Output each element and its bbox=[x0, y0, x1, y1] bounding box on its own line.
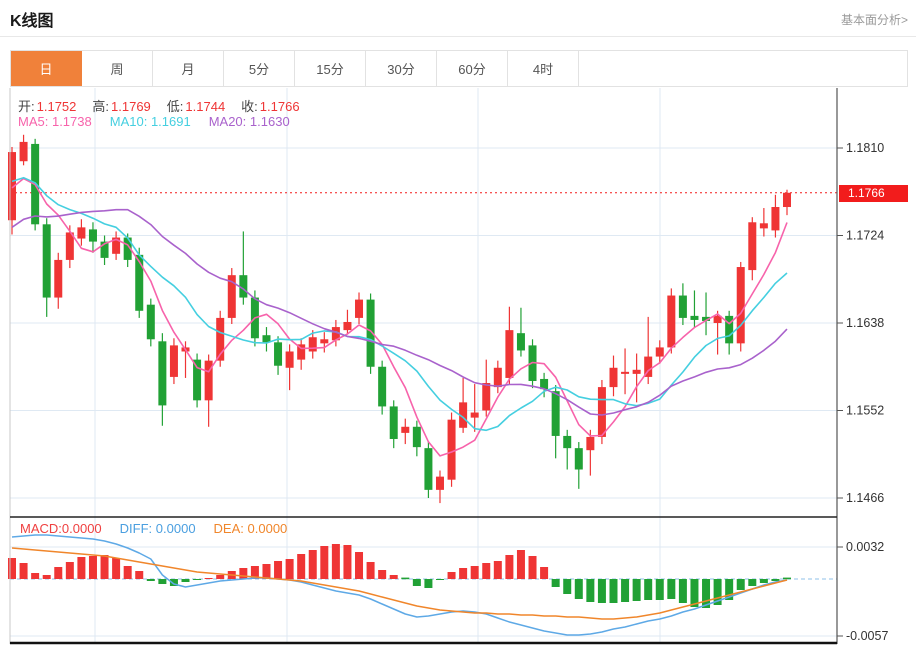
dea-line bbox=[11, 547, 788, 620]
ma-lines-layer bbox=[11, 176, 788, 457]
ohlc-readout: 开: 1.1752 高: 1.1769 低: 1.1744 收: 1.1766 bbox=[18, 96, 316, 115]
low-label: 低: bbox=[166, 99, 184, 114]
tab-period-2[interactable]: 月 bbox=[153, 51, 224, 86]
diff-line bbox=[11, 534, 788, 636]
ma10-line bbox=[11, 176, 788, 432]
open-value: 1.1752 bbox=[36, 99, 77, 114]
tab-period-5[interactable]: 30分 bbox=[366, 51, 437, 86]
last-price-badge: 1.1766 bbox=[839, 185, 908, 202]
ma5-line bbox=[11, 177, 788, 457]
tab-period-7[interactable]: 4时 bbox=[508, 51, 579, 86]
axis-tick-label: 1.1552 bbox=[846, 404, 884, 418]
axis-tick-label: 1.1724 bbox=[846, 229, 884, 243]
axis-layer: 1.1810 1.1724 1.1638 1.1552 1.1466 0.0032 -0.0… bbox=[9, 88, 888, 645]
ma5-readout: MA5: 1.1738 bbox=[18, 114, 92, 129]
tab-period-6[interactable]: 60分 bbox=[437, 51, 508, 86]
macd-layer bbox=[8, 534, 791, 636]
low-value: 1.1744 bbox=[185, 99, 226, 114]
axis-tick-label: 0.0032 bbox=[846, 540, 884, 554]
tab-period-3[interactable]: 5分 bbox=[224, 51, 295, 86]
ma20-readout: MA20: 1.1630 bbox=[208, 114, 290, 129]
high-value: 1.1769 bbox=[111, 99, 151, 114]
header-divider bbox=[0, 36, 916, 37]
candles-layer bbox=[8, 134, 791, 504]
close-label: 收: bbox=[241, 99, 258, 114]
high-label: 高: bbox=[92, 99, 110, 114]
axis-tick-label: 1.1638 bbox=[846, 316, 884, 330]
tab-period-0[interactable]: 日 bbox=[11, 51, 82, 86]
axis-tick-label: 1.1466 bbox=[846, 491, 884, 505]
page-title: K线图 bbox=[10, 13, 54, 30]
close-value: 1.1766 bbox=[259, 99, 300, 114]
tab-period-4[interactable]: 15分 bbox=[295, 51, 366, 86]
ma-readout: MA5: 1.1738 MA10: 1.1691 MA20: 1.1630 bbox=[18, 114, 290, 129]
tab-strip-filler bbox=[579, 51, 907, 86]
dea-value-readout: DEA: 0.0000 bbox=[213, 521, 288, 536]
ma10-readout: MA10: 1.1691 bbox=[109, 114, 191, 129]
tab-period-1[interactable]: 周 bbox=[82, 51, 153, 86]
diff-value-readout: DIFF: 0.0000 bbox=[119, 521, 196, 536]
fundamental-analysis-link[interactable]: 基本面分析> bbox=[840, 13, 908, 27]
macd-value-readout: MACD:0.0000 bbox=[20, 521, 102, 536]
ma20-line bbox=[11, 208, 788, 416]
axis-tick-label: 1.1810 bbox=[846, 141, 884, 155]
open-label: 开: bbox=[18, 99, 35, 114]
macd-readout: MACD:0.0000 DIFF: 0.0000 DEA: 0.0000 bbox=[20, 521, 287, 536]
period-tabs: 日周月 5分 15分 30分 60分 4时 bbox=[10, 50, 908, 87]
axis-tick-label: -0.0057 bbox=[846, 629, 888, 643]
